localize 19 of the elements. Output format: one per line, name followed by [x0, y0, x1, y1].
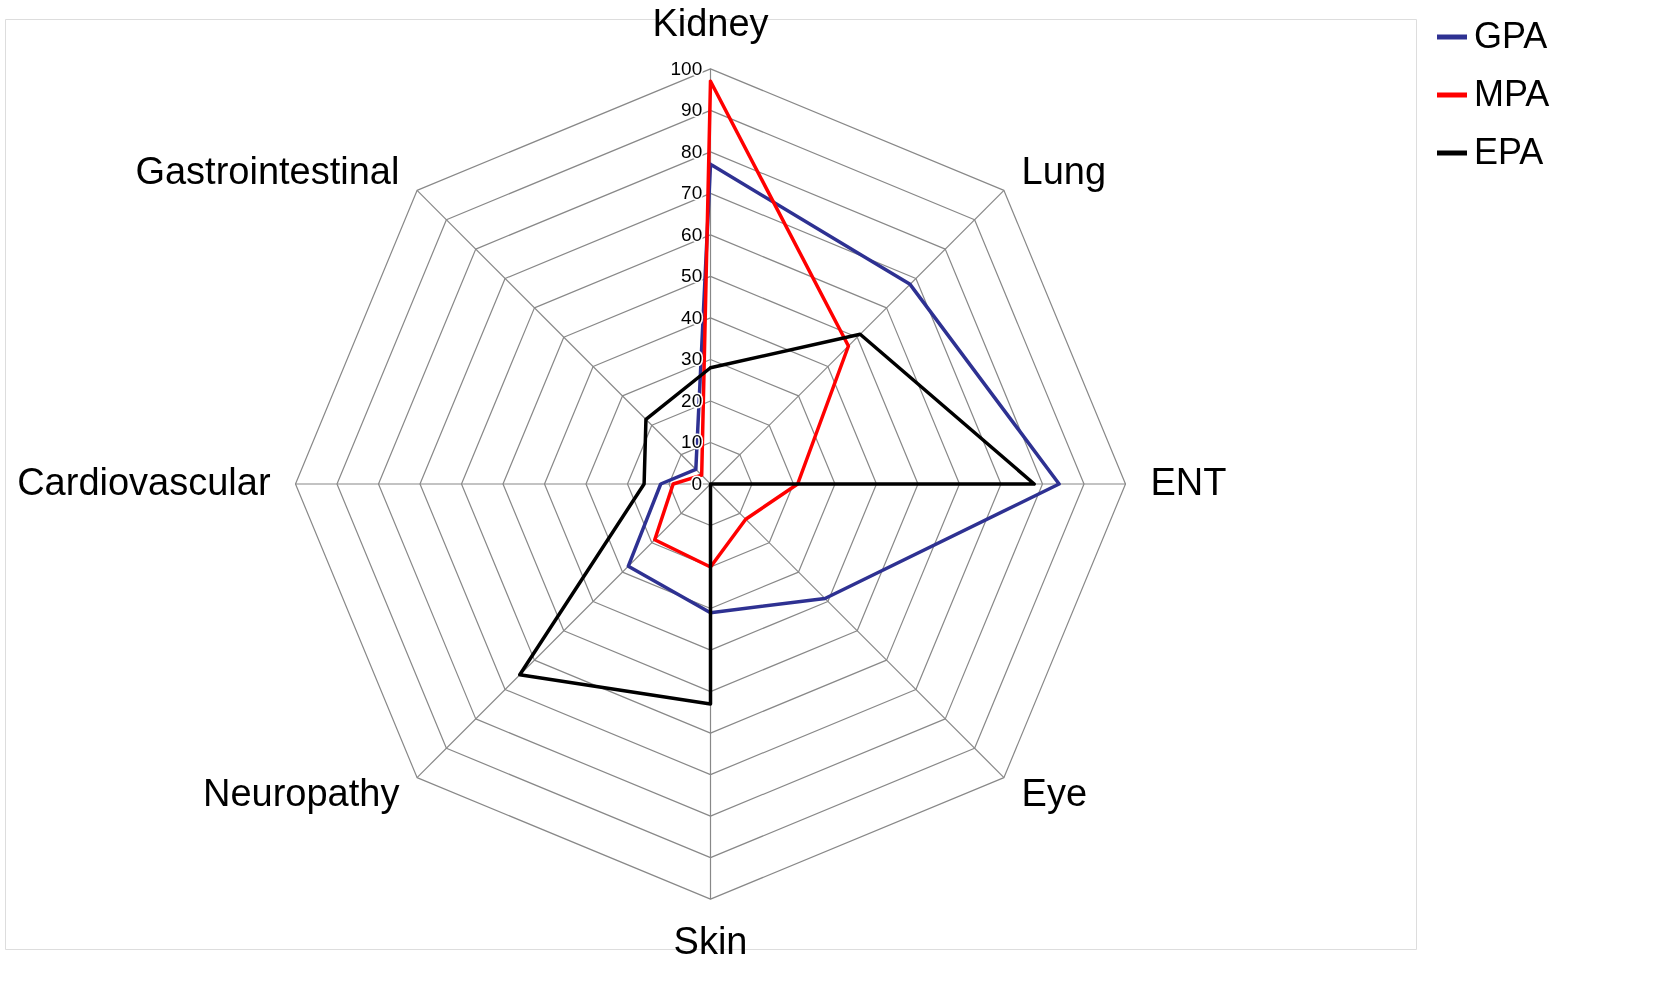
- spoke-label: Cardiovascular: [17, 461, 271, 503]
- legend-label: MPA: [1474, 73, 1550, 114]
- y-tick-label: 50: [681, 265, 703, 287]
- spoke-label: Gastrointestinal: [135, 149, 400, 192]
- spoke-label: Neuropathy: [202, 772, 400, 815]
- spoke-label: Kidney: [652, 1, 769, 44]
- spoke-label: Lung: [1021, 149, 1107, 192]
- y-tick-label: 70: [681, 182, 703, 204]
- spoke-label: ENT: [1150, 461, 1227, 503]
- y-tick-label: 90: [681, 99, 703, 121]
- y-tick-label: 0: [691, 473, 703, 494]
- y-tick-label: 80: [681, 140, 703, 162]
- spoke-label: Skin: [673, 920, 748, 963]
- y-tick-label: 100: [670, 57, 703, 79]
- y-tick-label: 40: [681, 306, 703, 328]
- legend-label: GPA: [1474, 15, 1548, 56]
- y-tick-label: 60: [681, 223, 703, 245]
- legend-label: EPA: [1474, 131, 1544, 172]
- spoke-label: Eye: [1021, 772, 1088, 815]
